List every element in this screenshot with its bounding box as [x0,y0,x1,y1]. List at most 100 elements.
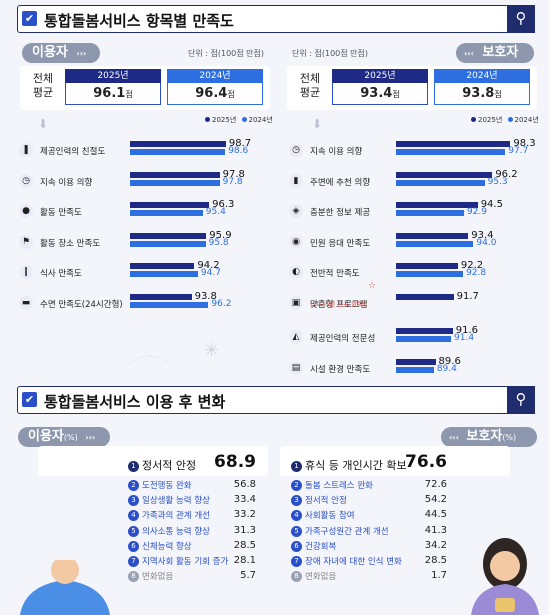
rank-number-icon: 2 [128,480,139,491]
rank-number-icon: 6 [128,540,139,552]
category-label: 수면 만족도(24시간형) [40,299,123,310]
user-pill: 이용자 ››› [22,43,100,63]
facility-icon: ▤ [289,360,303,375]
change-item-label: 변화없음 [142,572,174,583]
change-item-label: 가족구성원간 관계 개선 [305,526,389,537]
user-pill-label: 이용자 [32,45,68,60]
rank-number-icon: 1 [291,460,302,472]
bar-2025 [396,141,511,147]
guardian-character-illustration [471,538,539,615]
bed-icon: ▬ [19,295,33,310]
percent-unit: (%) [63,433,78,442]
value-label-2024: 96.2 [211,298,232,309]
section-title-bar-satisfaction: ✔ 통합돌봄서비스 항목별 만족도 ⚲ [17,5,535,33]
star-icon: ☆ [368,281,377,291]
activity-icon: ● [19,204,33,218]
new-item-tag: (2025년 신규 항목) [310,300,366,308]
avg-label-line2: 평균 [32,86,54,99]
change-value: 33.4 [233,494,256,506]
year-2025-header: 2025년 [65,69,161,83]
value-label-2024: 98.6 [228,146,249,156]
search-icon[interactable]: ⚲ [507,386,535,414]
section-title: 통합돌봄서비스 항목별 만족도 [44,12,234,30]
change-item-label: 의사소통 능력 향상 [142,526,210,537]
legend-right: 2025년 2024년 [468,115,539,125]
bar-2024 [130,271,198,277]
bar-2024 [396,366,434,373]
value-label-2025: 95.9 [209,229,232,241]
category-label: 민원 응대 만족도 [310,238,371,249]
value-label-2025: 89.6 [438,355,461,367]
change-value: 54.2 [424,494,447,506]
legend-2024: 2024년 [248,116,273,124]
user-character-illustration [20,560,110,615]
change-item-label: 건강회복 [305,541,337,552]
rank-number-icon: 4 [128,510,139,522]
rank-number-icon: 7 [291,556,302,567]
value-label-2024: 97.7 [508,146,529,156]
place-icon: ⚑ [19,234,33,249]
change-value: 56.8 [233,479,256,490]
category-label: 제공인력의 친절도 [40,147,106,157]
recommend-icon: ▮ [289,173,303,188]
change-item-label: 정서적 안정 [305,496,347,507]
change-item-label: 지역사회 활동 기회 증가 [142,557,229,567]
bar-2024 [130,179,220,186]
percent-unit: (%) [502,433,517,442]
avg-2025-value: 93.4 [360,86,393,101]
bar-2024 [396,336,452,342]
avg-2024-value: 93.8 [462,86,495,101]
avg-2024-left: 2024년 96.4점 [167,69,263,105]
avg-2024-right: 2024년 93.8점 [434,69,530,105]
change-value: 41.3 [424,524,447,536]
value-label-2025: 94.5 [480,199,503,210]
value-label-2024: 94.7 [200,268,221,278]
change-item: 6 건강회복 [291,540,336,552]
average-box-left: 전체 평균 2025년 96.1점 2024년 96.4점 [20,66,270,110]
change-value: 1.7 [431,570,447,582]
value-label-2025: 93.8 [194,290,217,302]
change-value: 33.2 [233,509,256,521]
change-item: 8 변화없음 [128,570,174,583]
rank-number-icon: 3 [128,495,139,507]
value-label-2024: 95.8 [208,237,229,248]
rank-number-icon: 5 [128,525,139,537]
guardian-change-pill-label: 보호자 [466,429,503,444]
guardian-change-pill: ‹‹‹ 보호자(%) [441,427,537,447]
change-value: 34.2 [424,539,447,551]
rank-number-icon: 8 [291,571,302,583]
search-icon[interactable]: ⚲ [507,5,535,33]
bar-2025 [130,293,192,300]
bar-2024 [396,149,506,155]
section-title-bar-change: ✔ 통합돌봄서비스 이용 후 변화 ⚲ [17,386,535,414]
change-item: 5 의사소통 능력 향상 [128,525,210,537]
change-item-label: 장애 자녀에 대한 인식 변화 [305,557,402,567]
value-label-2025: 97.8 [222,168,245,180]
value-label-2024: 92.8 [466,268,487,278]
category-label: 활동 만족도 [40,208,82,218]
unit-label-right: 단위 : 점(100점 만점) [292,49,368,58]
bar-2025 [130,202,210,208]
top-change-value: 76.6 [405,452,447,472]
value-label-2025: 94.2 [197,260,220,271]
dots-icon: ‹‹‹ [464,49,474,58]
rank-number-icon: 7 [128,556,139,567]
top-item-box-left [38,446,268,476]
category-label: 식사 만족도 [40,269,82,279]
category-label: 지속 이용 의향 [310,147,363,157]
legend-left: 2025년 2024년 [202,115,273,125]
guardian-pill-label: 보호자 [482,45,519,60]
change-item-label: 변화없음 [305,572,337,583]
value-label-2025: 98.7 [228,138,252,149]
change-item-label: 정서적 안정 [142,459,197,472]
bar-2024 [130,301,209,308]
check-icon: ✔ [22,11,37,26]
year-2024-header: 2024년 [434,69,530,83]
unit-label-left: 단위 : 점(100점 만점) [188,49,264,58]
change-item-label: 도전행동 완화 [142,481,192,491]
legend-2025: 2025년 [478,116,503,124]
bar-2025 [396,171,493,178]
down-arrow-icon: ⬇ [312,117,323,131]
clock-icon: ◷ [19,173,33,188]
category-label: 활동 장소 만족도 [40,238,101,249]
